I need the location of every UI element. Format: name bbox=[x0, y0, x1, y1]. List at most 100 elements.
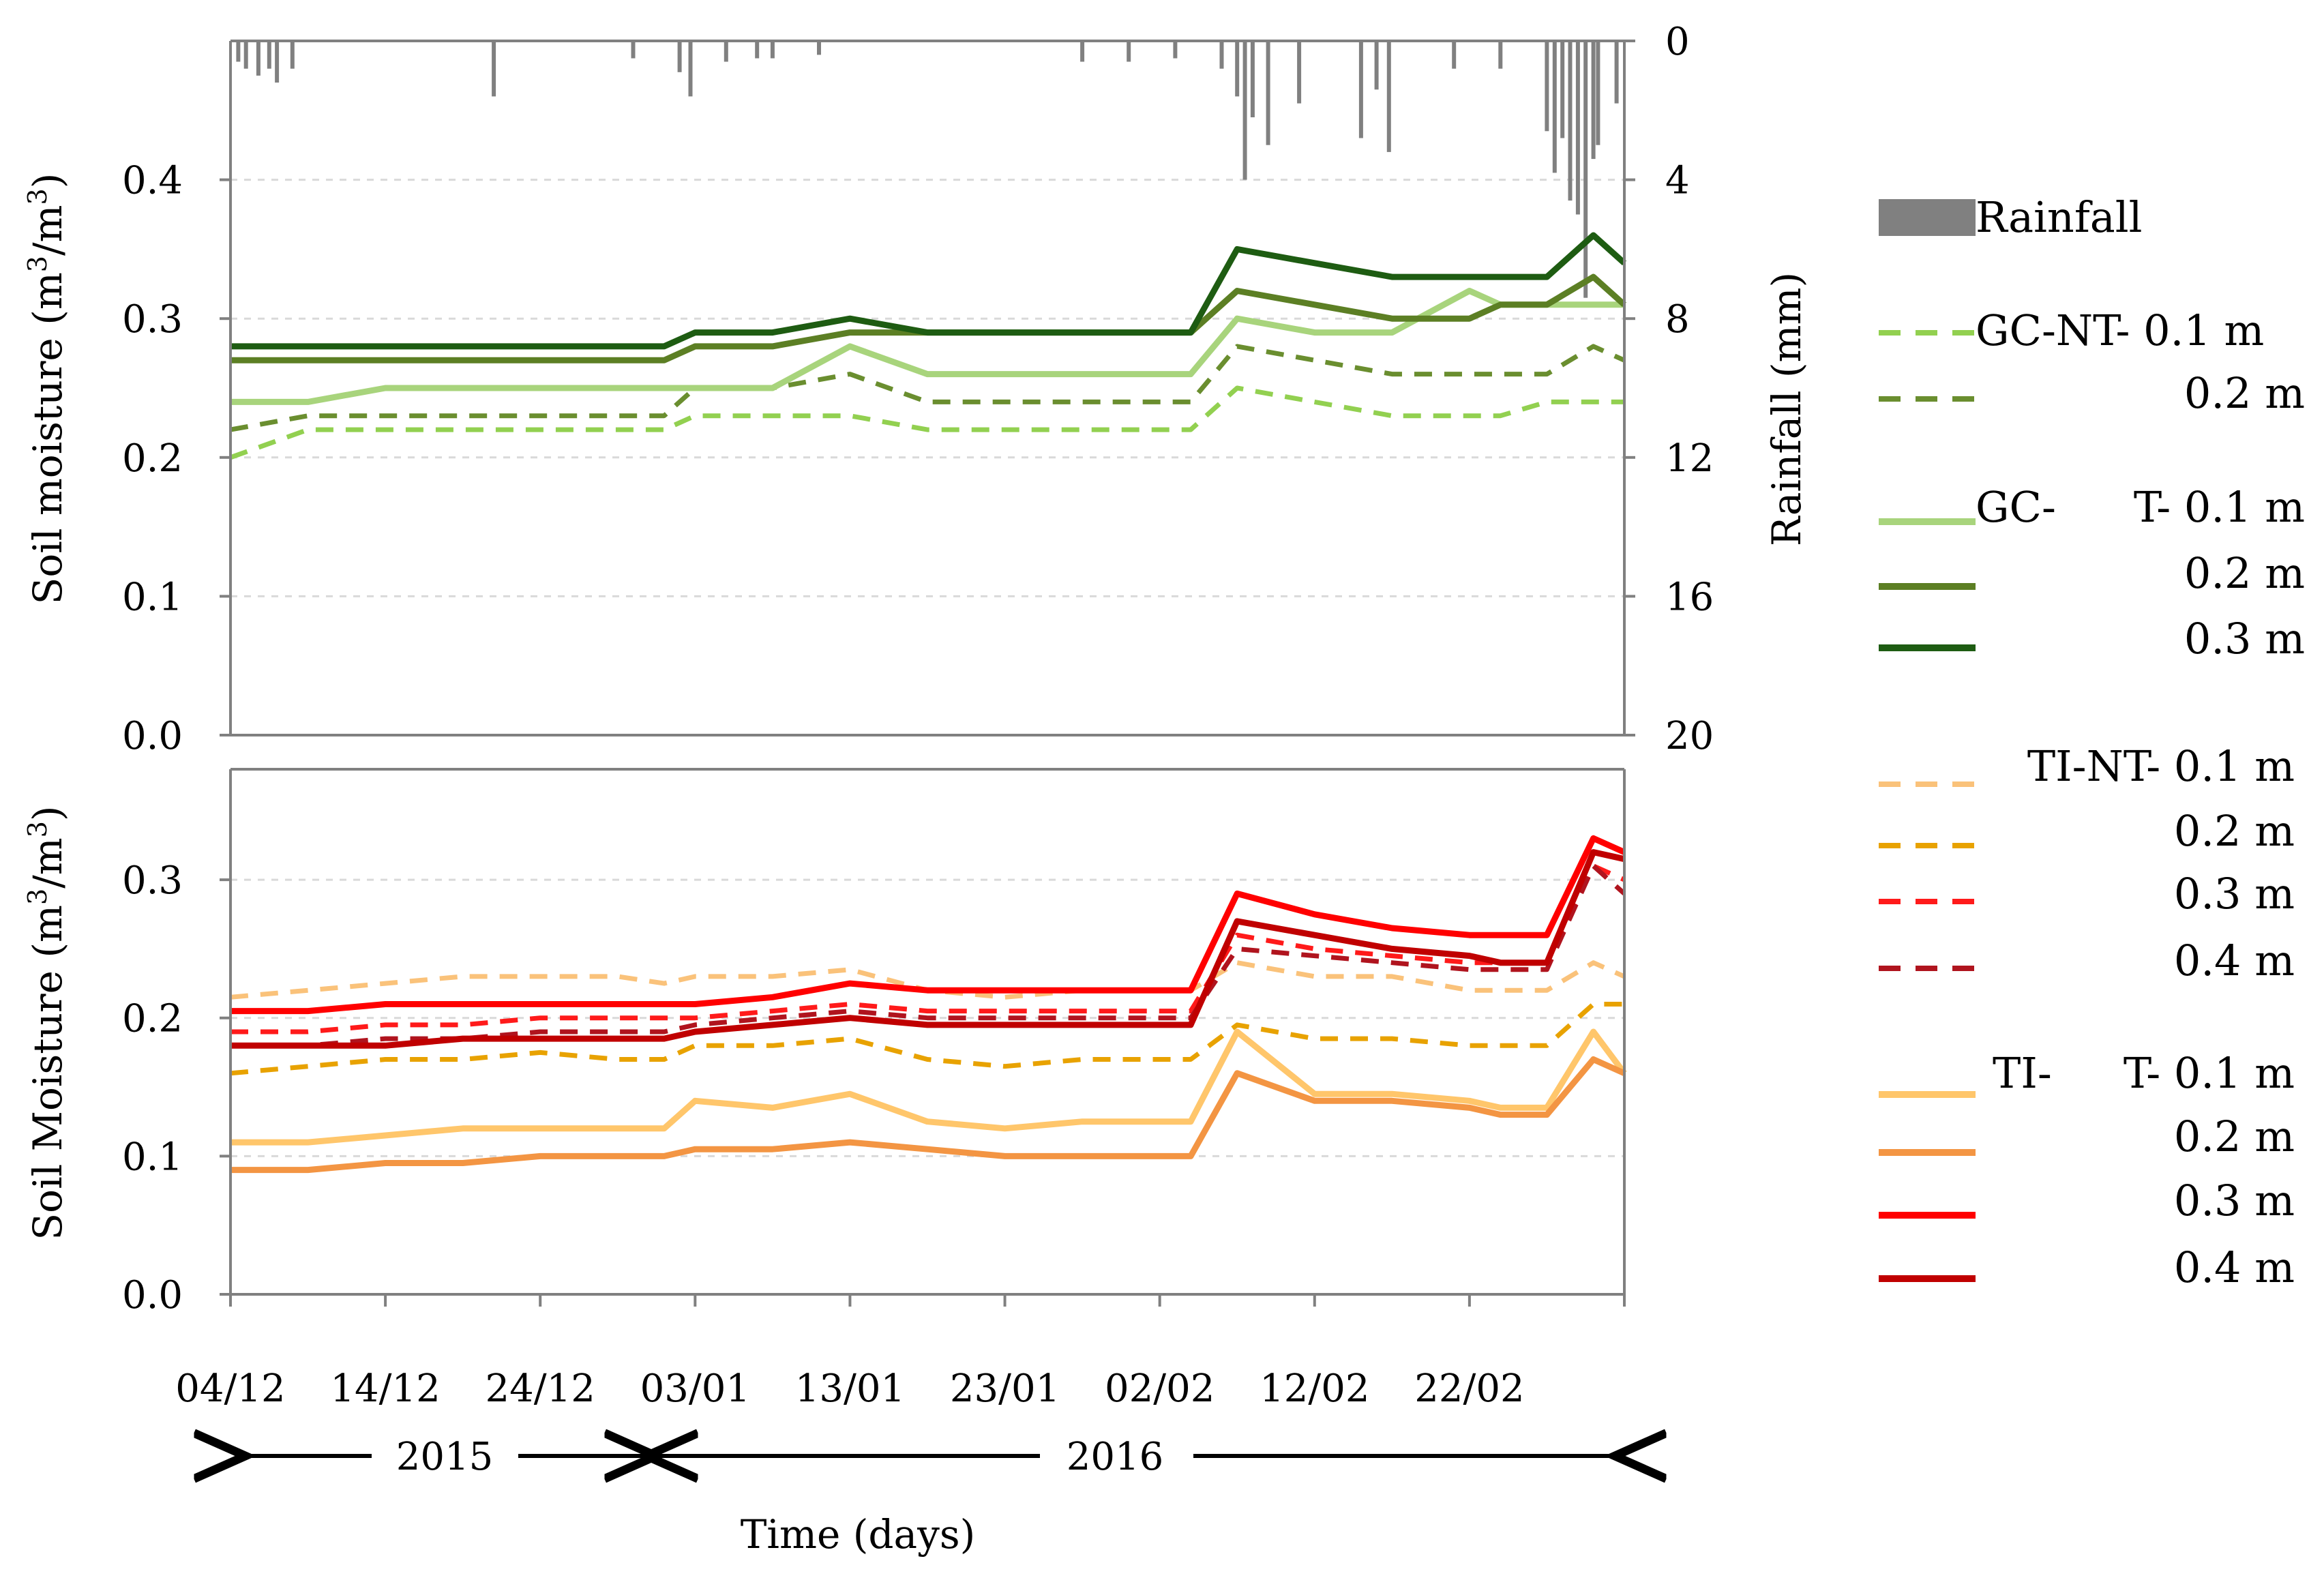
series-line-ti-t-0-3-m bbox=[230, 835, 1626, 1015]
legend-tint-03-label: 0.3 m bbox=[2174, 869, 2295, 919]
rainfall-bar bbox=[688, 41, 693, 97]
rainfall-bar bbox=[1242, 41, 1247, 180]
top-ytick-label: 0.4 bbox=[122, 159, 183, 203]
rainfall-bar bbox=[492, 41, 496, 97]
bottom-ylabel-end: ) bbox=[25, 805, 71, 821]
series-line-gc-nt-0-1-m bbox=[229, 385, 1624, 460]
legend-tit-04-label: 0.4 m bbox=[2174, 1242, 2295, 1292]
rainfall-bar bbox=[1374, 41, 1379, 90]
top-ytick-label: 0.0 bbox=[122, 714, 183, 758]
rainfall-tick-label: 20 bbox=[1665, 714, 1714, 758]
x-tick-label: 04/12 bbox=[175, 1367, 285, 1411]
bottom-y-ticks: 0.0 0.1 0.2 0.3 bbox=[122, 859, 230, 1318]
x-tick-label: 14/12 bbox=[330, 1367, 440, 1411]
x-tick-label: 23/01 bbox=[950, 1367, 1060, 1411]
rainfall-bar bbox=[243, 41, 248, 69]
rainfall-axis-label: Rainfall (mm) bbox=[1763, 272, 1810, 546]
legend-gct-03-label: 0.3 m bbox=[2184, 614, 2305, 664]
legend-tit-03-label: 0.3 m bbox=[2174, 1176, 2295, 1225]
series-line-gc-t-0-3-m bbox=[230, 232, 1627, 350]
series-line-ti-nt-0-4-m bbox=[230, 863, 1626, 1048]
rainfall-bar bbox=[1250, 41, 1255, 117]
x-axis-ticks: 04/12 14/12 24/12 03/01 13/01 23/01 02/02 12/02… bbox=[175, 1294, 1626, 1411]
legend: Rainfall GC-NT- 0.1 m 0.2 m GC- T- 0.1 m… bbox=[1879, 192, 2305, 1292]
rainfall-bar bbox=[770, 41, 775, 59]
rainfall-bar bbox=[1552, 41, 1557, 173]
rainfall-bar bbox=[1545, 41, 1549, 132]
bottom-series-lines bbox=[230, 835, 1627, 1174]
top-ylabel-mid: /m bbox=[25, 205, 71, 256]
x-tick-label: 24/12 bbox=[486, 1367, 595, 1411]
bottom-ylabel-sup1: 3 bbox=[23, 889, 53, 905]
rainfall-bar bbox=[1266, 41, 1270, 145]
rainfall-tick-label: 0 bbox=[1665, 20, 1690, 64]
rainfall-bar bbox=[1575, 41, 1580, 215]
series-line-gc-t-0-1-m bbox=[230, 288, 1624, 405]
top-panel: 0.0 0.1 0.2 0.3 0.4 0 4 8 12 16 20 Soil moisture … bbox=[23, 20, 1810, 758]
rainfall-bar bbox=[1498, 41, 1503, 69]
rainfall-bar bbox=[755, 41, 760, 59]
series-line-ti-t-0-2-m bbox=[230, 1056, 1626, 1174]
bottom-ylabel-mid: /m bbox=[25, 837, 71, 889]
bottom-ylabel-main: Soil Moisture (m bbox=[25, 905, 71, 1240]
top-ylabel-end: ) bbox=[25, 173, 71, 189]
rainfall-bar bbox=[1219, 41, 1224, 69]
rainfall-bars bbox=[236, 41, 1619, 298]
rainfall-bar bbox=[1235, 41, 1240, 97]
rainfall-bar bbox=[1127, 41, 1131, 62]
rainfall-bar bbox=[1297, 41, 1302, 104]
rainfall-bar bbox=[1614, 41, 1619, 104]
series-line-ti-nt-0-1-m bbox=[230, 960, 1626, 1000]
rainfall-tick-label: 16 bbox=[1665, 575, 1714, 619]
top-ylabel-main: Soil moisture (m bbox=[25, 272, 71, 604]
x-tick-label: 12/02 bbox=[1260, 1367, 1369, 1411]
series-line-ti-t-0-4-m bbox=[230, 849, 1625, 1049]
legend-tit-01-label: T- 0.1 m bbox=[2124, 1048, 2295, 1098]
rainfall-bar bbox=[1173, 41, 1178, 59]
series-line-gc-nt-0-2-m bbox=[230, 344, 1626, 432]
bottom-panel: 0.0 0.1 0.2 0.3 04/12 14/12 24/12 03/01 13/01 23… bbox=[23, 768, 1627, 1411]
rainfall-bar bbox=[1452, 41, 1457, 69]
rainfall-bar bbox=[724, 41, 728, 62]
year-2015-label: 2015 bbox=[396, 1435, 494, 1479]
rainfall-bar bbox=[1358, 41, 1363, 138]
legend-tint-02-label: 0.2 m bbox=[2174, 806, 2295, 856]
rainfall-bar bbox=[1386, 41, 1391, 152]
legend-tint-04-label: 0.4 m bbox=[2174, 936, 2295, 985]
x-axis-label: Time (days) bbox=[741, 1511, 976, 1558]
top-ylabel-sup2: 3 bbox=[23, 188, 53, 205]
rainfall-bar bbox=[1560, 41, 1565, 138]
rainfall-bar bbox=[1568, 41, 1573, 201]
bottom-ylabel-sup2: 3 bbox=[23, 821, 53, 837]
legend-gct-01-label: T- 0.1 m bbox=[2134, 482, 2305, 532]
bottom-ytick-label: 0.2 bbox=[122, 997, 183, 1041]
rainfall-bar bbox=[677, 41, 682, 72]
top-series-lines bbox=[229, 232, 1627, 460]
top-ytick-label: 0.2 bbox=[122, 436, 183, 481]
rainfall-tick-label: 8 bbox=[1665, 297, 1690, 342]
rainfall-bar bbox=[1596, 41, 1600, 145]
legend-gct-02-label: 0.2 m bbox=[2184, 548, 2305, 598]
bottom-ytick-label: 0.0 bbox=[122, 1273, 183, 1318]
bottom-ytick-label: 0.1 bbox=[122, 1135, 183, 1179]
rainfall-bar bbox=[267, 41, 271, 69]
rainfall-bar bbox=[631, 41, 636, 59]
year-2016-label: 2016 bbox=[1067, 1435, 1164, 1479]
rainfall-bar bbox=[290, 41, 295, 69]
legend-gct-prefix: GC- bbox=[1976, 482, 2056, 532]
rainfall-bar bbox=[236, 41, 241, 62]
legend-gcnt-02-label: 0.2 m bbox=[2184, 368, 2305, 418]
rainfall-bar bbox=[817, 41, 821, 55]
rainfall-tick-label: 4 bbox=[1665, 159, 1690, 203]
legend-tit-02-label: 0.2 m bbox=[2174, 1112, 2295, 1161]
series-line-ti-nt-0-2-m bbox=[230, 1002, 1624, 1076]
legend-rainfall-swatch bbox=[1879, 199, 1976, 236]
top-ytick-label: 0.1 bbox=[122, 575, 183, 619]
rainfall-bar bbox=[256, 41, 260, 76]
rainfall-bar bbox=[1583, 41, 1588, 298]
x-tick-label: 03/01 bbox=[640, 1367, 750, 1411]
rainfall-bar bbox=[1591, 41, 1596, 160]
rainfall-bar bbox=[275, 41, 280, 83]
rainfall-bar bbox=[1080, 41, 1085, 62]
